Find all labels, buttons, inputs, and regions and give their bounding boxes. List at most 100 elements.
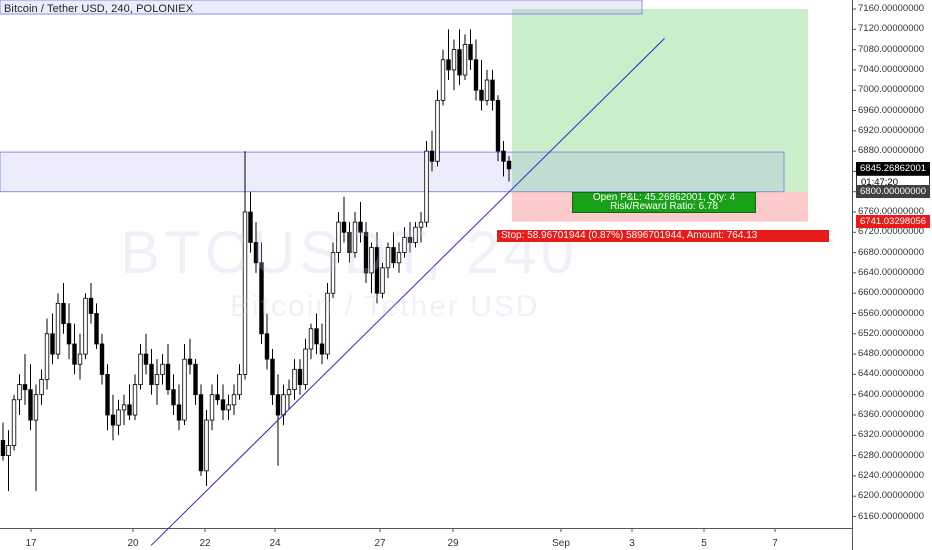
candle-up bbox=[380, 267, 385, 294]
time-tick-label: 27 bbox=[374, 538, 386, 549]
candle-up bbox=[484, 79, 490, 101]
candle-down bbox=[0, 439, 6, 457]
candle-up bbox=[17, 384, 22, 401]
candle-down bbox=[253, 242, 259, 264]
candle-up bbox=[39, 379, 44, 396]
candle-up bbox=[396, 252, 402, 264]
candle-down bbox=[220, 399, 226, 411]
candle-down bbox=[66, 323, 72, 345]
open-pnl-text: Open P&L: 45.26862001, Qty: 4 bbox=[592, 192, 736, 203]
candle-up bbox=[11, 399, 17, 446]
candle-down bbox=[347, 231, 352, 254]
candle-down bbox=[270, 358, 275, 396]
candle-down bbox=[110, 414, 116, 426]
candle-up bbox=[440, 59, 446, 101]
time-tick-label: 29 bbox=[447, 538, 459, 549]
price-tick-label: 6400.00000000 bbox=[858, 388, 925, 400]
candle-up bbox=[121, 404, 127, 411]
candle-up bbox=[336, 221, 341, 253]
candle-up bbox=[154, 373, 160, 385]
candle-up bbox=[204, 419, 209, 472]
candle-down bbox=[446, 59, 451, 71]
candle-down bbox=[319, 343, 325, 355]
candle-down bbox=[215, 394, 220, 401]
time-tick-label: Sep bbox=[552, 538, 570, 549]
price-tick-label: 6960.00000000 bbox=[858, 104, 925, 116]
candle-down bbox=[501, 150, 506, 162]
candle-down bbox=[314, 328, 319, 345]
candle-down bbox=[275, 394, 281, 416]
candle-down bbox=[506, 160, 512, 170]
candle-down bbox=[176, 404, 182, 421]
candle-up bbox=[418, 221, 424, 228]
candle-up bbox=[330, 252, 336, 294]
candle-up bbox=[385, 247, 391, 269]
candle-down bbox=[105, 373, 110, 416]
candle-down bbox=[429, 150, 435, 162]
candle-down bbox=[72, 343, 77, 365]
price-tick-label: 6200.00000000 bbox=[858, 490, 925, 502]
candle-up bbox=[209, 394, 215, 421]
candle-down bbox=[358, 221, 363, 233]
candle-up bbox=[424, 150, 429, 223]
price-tick-label: 6360.00000000 bbox=[858, 409, 925, 420]
candle-up bbox=[231, 394, 237, 406]
candle-down bbox=[248, 211, 253, 243]
price-tick-label: 6720.00000000 bbox=[858, 226, 925, 238]
candle-up bbox=[352, 221, 358, 253]
candle-down bbox=[61, 302, 66, 325]
candle-down bbox=[88, 297, 94, 314]
risk-reward-text: Risk/Reward Ratio: 6.78 bbox=[610, 201, 718, 212]
candle-up bbox=[281, 394, 286, 416]
stop-loss-label[interactable]: Stop: 58.96701944 (0.87%) 5896701944, Am… bbox=[497, 230, 829, 242]
candle-down bbox=[28, 389, 33, 421]
price-tick-label: 6560.00000000 bbox=[858, 307, 925, 319]
candle-down bbox=[264, 333, 270, 360]
candle-down bbox=[468, 44, 473, 61]
candle-up bbox=[402, 236, 407, 254]
time-tick-label: 20 bbox=[127, 538, 139, 549]
price-tick-label: 6160.00000000 bbox=[858, 510, 925, 522]
price-tick-label: 6920.00000000 bbox=[858, 124, 925, 136]
candle-layer bbox=[0, 29, 512, 492]
price-tick-label: 6760.00000000 bbox=[858, 206, 925, 217]
price-tick-label: 6280.00000000 bbox=[858, 449, 925, 461]
candle-down bbox=[198, 394, 204, 472]
candle-down bbox=[171, 389, 176, 406]
candle-up bbox=[226, 404, 231, 411]
stop-price-tag: 6741.03298056 bbox=[856, 215, 930, 229]
time-tick-label: 22 bbox=[199, 538, 211, 549]
price-tick-label: 6680.00000000 bbox=[858, 246, 925, 258]
price-tick-label: 7040.00000000 bbox=[858, 63, 925, 75]
candle-up bbox=[44, 333, 50, 380]
trendline[interactable] bbox=[150, 38, 665, 546]
price-tick-label: 7120.00000000 bbox=[858, 23, 925, 35]
candle-up bbox=[286, 389, 292, 396]
entry-price-tag: 6800.00000000 bbox=[856, 185, 930, 199]
chart-title: Bitcoin / Tether USD, 240, POLONIEX bbox=[4, 3, 194, 15]
profit-target-zone bbox=[512, 9, 808, 192]
axis-layer bbox=[30, 8, 856, 532]
candle-down bbox=[341, 221, 347, 233]
price-tick-label: 6320.00000000 bbox=[858, 429, 925, 441]
candle-up bbox=[33, 394, 39, 421]
price-tick-label: 7080.00000000 bbox=[858, 43, 925, 55]
trendline-layer[interactable] bbox=[150, 38, 665, 546]
time-tick-label: 24 bbox=[269, 538, 281, 549]
price-tick-label: 6440.00000000 bbox=[858, 368, 925, 380]
candle-up bbox=[138, 353, 143, 385]
candle-down bbox=[391, 247, 396, 264]
candle-up bbox=[55, 302, 61, 355]
candle-down bbox=[193, 363, 198, 396]
price-tick-label: 6240.00000000 bbox=[858, 469, 925, 481]
open-pnl-label[interactable]: Open P&L: 45.26862001, Qty: 4 Risk/Rewar… bbox=[572, 192, 756, 213]
candle-up bbox=[369, 247, 374, 274]
candle-down bbox=[127, 404, 132, 416]
candle-down bbox=[143, 353, 149, 365]
price-tick-label: 6640.00000000 bbox=[858, 266, 925, 278]
time-tick-label: 7 bbox=[772, 538, 778, 549]
candle-up bbox=[303, 348, 308, 385]
candle-down bbox=[374, 247, 380, 294]
candle-up bbox=[116, 409, 121, 426]
